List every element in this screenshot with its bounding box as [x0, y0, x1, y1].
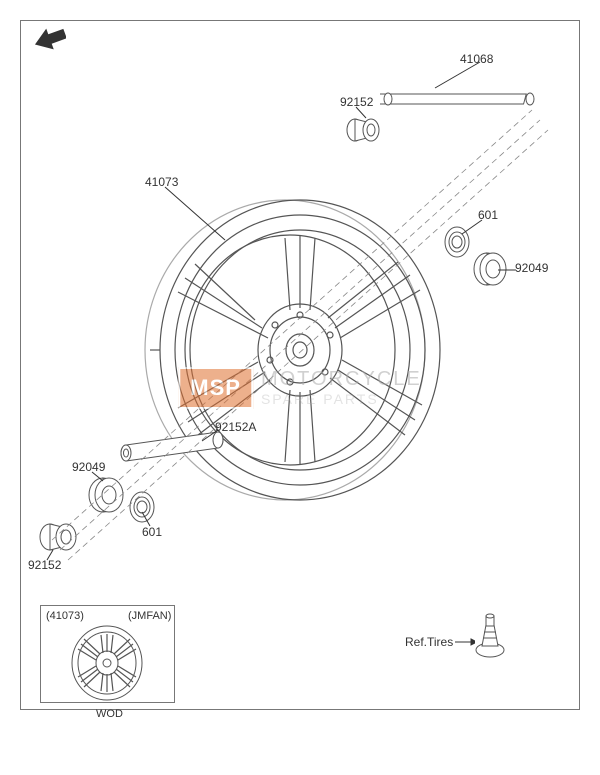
label-ref-tires: Ref.Tires: [405, 635, 453, 649]
tire-valve-icon: [470, 610, 510, 660]
leader-ref-tires: [455, 638, 475, 646]
inset-footer: WOD: [96, 708, 123, 720]
assembly-axis-icon: [30, 80, 570, 600]
inset-wheel-icon: [68, 624, 146, 702]
inset-label-left: (41073): [46, 610, 84, 622]
inset-label-right: (JMFAN): [128, 610, 171, 622]
back-arrow-icon: [34, 28, 66, 50]
